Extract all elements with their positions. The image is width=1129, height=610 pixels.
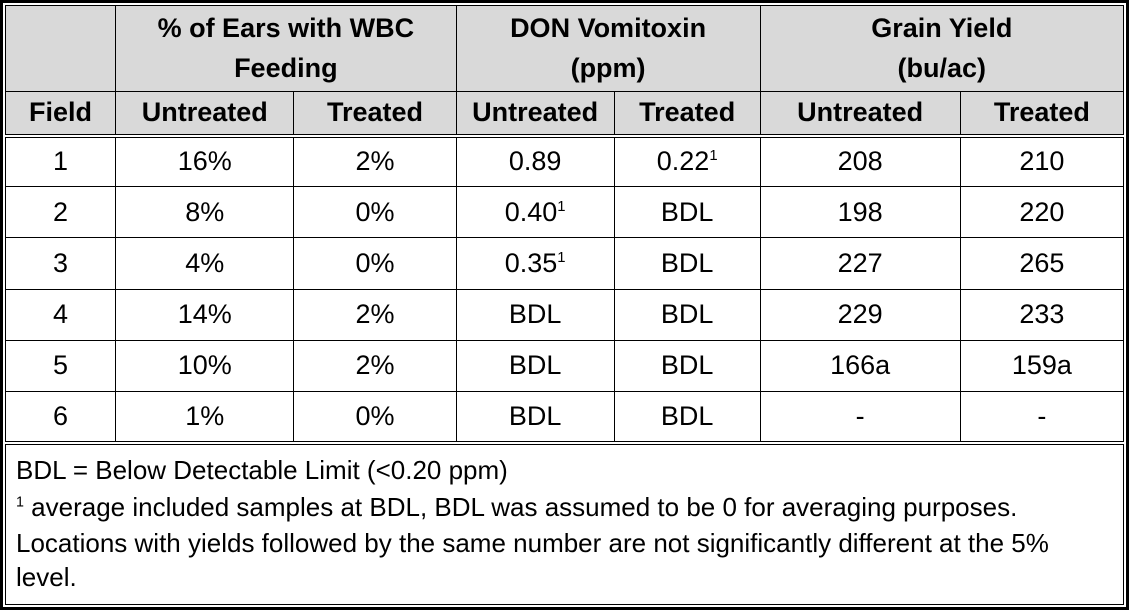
- column-header-yield-treated: Treated: [959, 91, 1125, 138]
- table-row: 1 16% 2% 0.89 0.221 208 210: [4, 134, 1125, 188]
- cell-don-untreated: BDL: [455, 288, 615, 341]
- cell-don-treated: BDL: [613, 339, 761, 393]
- cell-don-treated: BDL: [613, 288, 761, 341]
- cell-yield-untreated: 229: [759, 288, 961, 341]
- table-row: 5 10% 2% BDL BDL 166a 159a: [4, 339, 1125, 393]
- cell-field: 4: [4, 288, 117, 341]
- cell-wbc-treated: 2%: [293, 134, 457, 188]
- cell-wbc-untreated: 1%: [115, 391, 295, 444]
- cell-wbc-treated: 0%: [293, 391, 457, 444]
- footnote: Locations with yields followed by the sa…: [16, 528, 1049, 593]
- table-row: 3 4% 0% 0.351 BDL 227 265: [4, 237, 1125, 290]
- cell-field: 1: [4, 134, 117, 188]
- cell-wbc-treated: 2%: [293, 288, 457, 341]
- cell-yield-treated: 220: [959, 186, 1125, 239]
- table-body: 1 16% 2% 0.89 0.221 208 210 2 8% 0% 0.401 BDL 198 220…: [4, 134, 1125, 444]
- cell-field: 5: [4, 339, 117, 393]
- column-header-row: Field Untreated Treated Untreated Treated Unt…: [4, 91, 1125, 138]
- cell-yield-treated: 265: [959, 237, 1125, 290]
- footnote-marker: 1: [557, 250, 566, 267]
- group-header-grain-yield: Grain Yield (bu/ac): [759, 5, 1125, 92]
- cell-don-treated: BDL: [613, 391, 761, 444]
- cell-don-untreated: 0.89: [455, 134, 615, 188]
- cell-don-untreated: BDL: [455, 339, 615, 393]
- group-header-row: % of Ears with WBC Feeding DON Vomitoxin (p…: [4, 5, 1125, 92]
- cell-yield-untreated: 208: [759, 134, 961, 188]
- cell-don-treated: BDL: [613, 237, 761, 290]
- cell-yield-untreated: 166a: [759, 339, 961, 393]
- cell-wbc-treated: 0%: [293, 237, 457, 290]
- column-header-field: Field: [4, 91, 117, 138]
- table-row: 6 1% 0% BDL BDL - -: [4, 391, 1125, 444]
- cell-wbc-untreated: 14%: [115, 288, 295, 341]
- footnotes-row: BDL = Below Detectable Limit (<0.20 ppm)…: [5, 440, 1124, 605]
- cell-yield-treated: -: [959, 391, 1125, 444]
- field-trial-results-table: % of Ears with WBC Feeding DON Vomitoxin (p…: [4, 5, 1125, 605]
- column-header-wbc-untreated: Untreated: [115, 91, 295, 138]
- cell-field: 3: [4, 237, 117, 290]
- table-head: % of Ears with WBC Feeding DON Vomitoxin (p…: [4, 5, 1125, 138]
- column-header-don-treated: Treated: [613, 91, 761, 138]
- cell-wbc-untreated: 16%: [115, 134, 295, 188]
- group-header-field-spacer: [4, 5, 117, 92]
- cell-don-untreated: BDL: [455, 391, 615, 444]
- table-row: 4 14% 2% BDL BDL 229 233: [4, 288, 1125, 341]
- footnote-marker: 1: [709, 148, 718, 165]
- group-header-wbc-feeding: % of Ears with WBC Feeding: [115, 5, 457, 92]
- cell-don-treated: BDL: [613, 186, 761, 239]
- column-header-don-untreated: Untreated: [455, 91, 615, 138]
- cell-wbc-untreated: 10%: [115, 339, 295, 393]
- cell-don-treated: 0.221: [613, 134, 761, 188]
- group-header-don-vomitoxin: DON Vomitoxin (ppm): [455, 5, 761, 92]
- column-header-wbc-treated: Treated: [293, 91, 457, 138]
- cell-yield-untreated: -: [759, 391, 961, 444]
- cell-don-untreated: 0.401: [455, 186, 615, 239]
- cell-yield-untreated: 227: [759, 237, 961, 290]
- cell-yield-treated: 159a: [959, 339, 1125, 393]
- footnote-marker: 1: [16, 493, 24, 510]
- cell-field: 6: [4, 391, 117, 444]
- table-row: 2 8% 0% 0.401 BDL 198 220: [4, 186, 1125, 239]
- cell-field: 2: [4, 186, 117, 239]
- table-foot: BDL = Below Detectable Limit (<0.20 ppm)…: [5, 440, 1124, 605]
- cell-don-untreated: 0.351: [455, 237, 615, 290]
- cell-wbc-untreated: 4%: [115, 237, 295, 290]
- column-header-yield-untreated: Untreated: [759, 91, 961, 138]
- cell-yield-untreated: 198: [759, 186, 961, 239]
- cell-wbc-treated: 2%: [293, 339, 457, 393]
- cell-wbc-treated: 0%: [293, 186, 457, 239]
- footnote: 1 average included samples at BDL, BDL w…: [16, 491, 1018, 522]
- footnote-marker: 1: [557, 198, 566, 215]
- cell-yield-treated: 233: [959, 288, 1125, 341]
- footnotes-cell: BDL = Below Detectable Limit (<0.20 ppm)…: [5, 440, 1124, 605]
- footnote: BDL = Below Detectable Limit (<0.20 ppm): [16, 454, 508, 485]
- cell-wbc-untreated: 8%: [115, 186, 295, 239]
- cell-yield-treated: 210: [959, 134, 1125, 188]
